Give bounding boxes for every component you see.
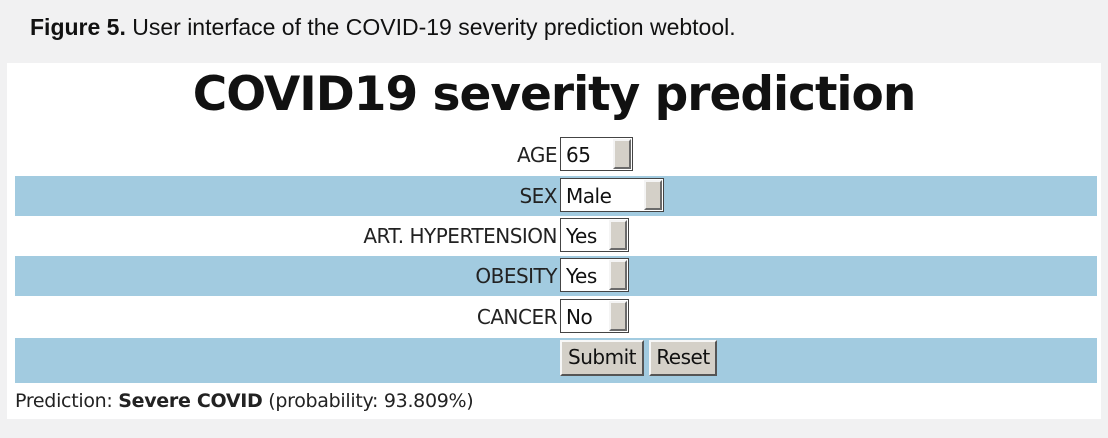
hypertension-select[interactable]: Yes (560, 218, 629, 252)
sex-value: Male (566, 184, 612, 208)
figure-caption-text: User interface of the COVID-19 severity … (125, 14, 736, 40)
obesity-dropdown-arrow-icon[interactable] (609, 260, 627, 290)
cancer-dropdown-arrow-icon[interactable] (609, 301, 627, 331)
cancer-select[interactable]: No (560, 299, 629, 333)
prediction-prefix: Prediction: (15, 390, 119, 412)
form-row-obesity: OBESITY Yes (15, 256, 1097, 296)
form-row-sex: SEX Male (15, 176, 1097, 216)
age-value: 65 (566, 143, 591, 167)
cancer-value: No (566, 305, 593, 329)
reset-button[interactable]: Reset (649, 340, 717, 376)
figure-caption: Figure 5. User interface of the COVID-19… (30, 14, 736, 41)
webtool-panel: COVID19 severity prediction AGE 65 SEX M… (7, 63, 1101, 419)
submit-button[interactable]: Submit (560, 340, 644, 376)
hypertension-value: Yes (566, 224, 597, 248)
figure-number: Figure 5. (30, 14, 126, 40)
form-row-hypertension: ART. HYPERTENSION Yes (15, 216, 1097, 256)
prediction-probability: (probability: 93.809%) (262, 390, 474, 412)
cancer-label: CANCER (476, 305, 558, 329)
age-dropdown-arrow-icon[interactable] (613, 139, 631, 169)
obesity-label: OBESITY (475, 264, 557, 288)
prediction-value: Severe COVID (118, 390, 263, 412)
hypertension-label: ART. HYPERTENSION (363, 224, 557, 248)
obesity-select[interactable]: Yes (560, 258, 629, 292)
form-row-age: AGE 65 (15, 135, 1097, 175)
sex-dropdown-arrow-icon[interactable] (644, 180, 662, 210)
page-title: COVID19 severity prediction (192, 67, 917, 122)
hypertension-dropdown-arrow-icon[interactable] (609, 220, 627, 250)
age-label: AGE (517, 143, 557, 167)
age-select[interactable]: 65 (560, 137, 633, 171)
sex-label: SEX (519, 184, 557, 208)
prediction-result: Prediction: Severe COVID (probability: 9… (15, 390, 474, 412)
sex-select[interactable]: Male (560, 178, 664, 212)
form-actions-row: Submit Reset (15, 338, 1097, 383)
form-row-cancer: CANCER No (15, 297, 1097, 337)
obesity-value: Yes (566, 264, 597, 288)
